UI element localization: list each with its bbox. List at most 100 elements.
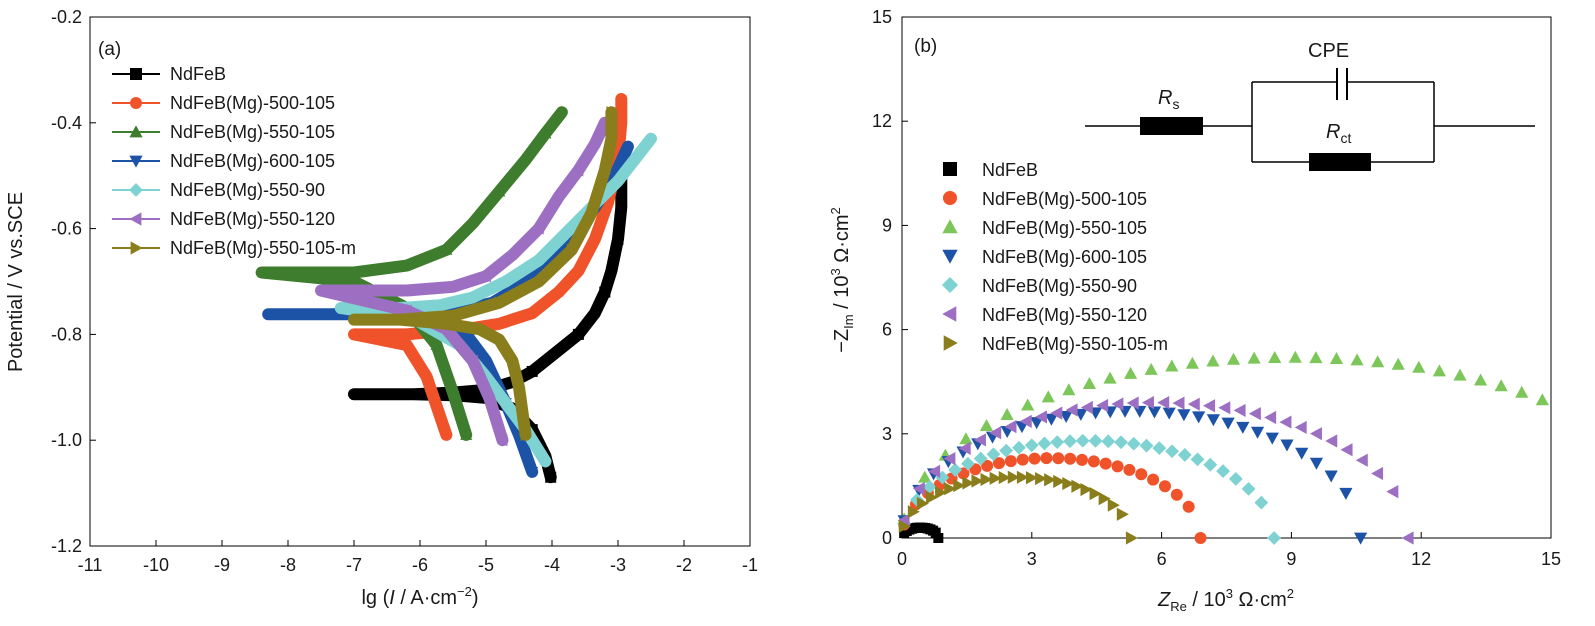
point-ndfeb-mg-550-105-m <box>507 354 519 367</box>
equivalent-circuit: CPE Rs Rct <box>1085 40 1535 171</box>
point-ndfeb-mg-550-105-m <box>962 476 975 490</box>
point-ndfeb-mg-550-90 <box>922 480 937 494</box>
point-ndfeb-mg-550-120 <box>496 434 508 447</box>
legend-b: NdFeB NdFeB(Mg)-500-105 NdFeB(Mg)-550-105 N… <box>941 160 1168 354</box>
point-ndfeb-mg-500-105 <box>1182 500 1195 513</box>
point-ndfeb-mg-550-105 <box>347 275 361 287</box>
y-tick-label-a: -0.2 <box>51 7 82 27</box>
point-ndfeb-mg-550-105 <box>1329 352 1344 365</box>
point-ndfeb-mg-550-90 <box>973 451 988 466</box>
legend-marker-a <box>129 125 143 138</box>
point-ndfeb-mg-550-105 <box>959 432 973 445</box>
point-ndfeb-mg-550-90 <box>1063 434 1077 449</box>
legend-label-a: NdFeB(Mg)-600-105 <box>170 151 335 171</box>
point-ndfeb-mg-550-105-m <box>1062 476 1075 491</box>
point-ndfeb-mg-550-90 <box>986 447 1001 462</box>
point-ndfeb-mg-550-105 <box>1412 360 1426 373</box>
point-ndfeb-mg-550-105-m <box>971 474 984 488</box>
point-ndfeb-mg-550-105 <box>1268 350 1282 363</box>
point-ndfeb-mg-550-105 <box>1103 371 1117 384</box>
point-ndfeb-mg-550-105 <box>460 428 473 440</box>
rs-resistor <box>1140 117 1203 135</box>
point-ndfeb-mg-550-90 <box>1024 438 1039 453</box>
point-ndfeb-mg-550-120 <box>973 433 986 447</box>
point-ndfeb-mg-600-105 <box>1147 406 1162 419</box>
point-ndfeb-mg-550-120 <box>1019 414 1032 428</box>
axes-a: -11 -10 -9 -8 -7 -6 -5 -4 -3 -2 -1 -0.2 -0.4 -0.6 -0.8… <box>51 7 758 575</box>
point-ndfeb-mg-550-105 <box>1185 356 1199 369</box>
series-ndfeb-mg-550-105-m <box>348 106 618 441</box>
point-ndfeb-mg-550-90 <box>1114 435 1128 450</box>
x-tick-label-a: -5 <box>478 555 494 575</box>
point-ndfeb-mg-550-120 <box>943 452 956 466</box>
point-ndfeb-mg-550-105-m <box>520 428 532 441</box>
point-ndfeb-mg-550-105-m <box>898 519 911 533</box>
point-ndfeb-mg-550-105-m <box>935 485 948 500</box>
point-ndfeb-mg-500-105 <box>401 328 413 340</box>
x-tick-label-a: -10 <box>143 555 169 575</box>
point-ndfeb-mg-550-120 <box>1264 410 1277 425</box>
point-ndfeb-mg-550-105 <box>493 185 506 197</box>
point-ndfeb-mg-550-105 <box>1350 353 1364 366</box>
nyquist-chart: (b) 0 3 6 9 12 15 0 3 6 9 12 15 NdFeB NdFeB(Mg)-500-… <box>828 7 1561 614</box>
point-ndfeb <box>933 533 944 543</box>
point-ndfeb-mg-550-120 <box>928 464 941 478</box>
point-ndfeb-mg-550-90 <box>539 455 552 468</box>
point-ndfeb-mg-550-105-m <box>474 323 486 336</box>
x-tick-label-b: 6 <box>1157 549 1167 569</box>
legend-label-b: NdFeB(Mg)-550-90 <box>982 276 1137 296</box>
point-ndfeb-mg-550-105 <box>1391 357 1405 370</box>
point-ndfeb-mg-550-105-m <box>1098 492 1111 506</box>
point-ndfeb <box>930 527 941 538</box>
point-ndfeb-mg-500-105 <box>1111 460 1124 473</box>
legend-label-a: NdFeB(Mg)-550-120 <box>170 209 335 229</box>
point-ndfeb-mg-550-120 <box>989 426 1002 440</box>
point-ndfeb-mg-600-105 <box>1265 432 1279 445</box>
point-ndfeb-mg-550-105-m <box>1025 471 1038 485</box>
series-a <box>255 93 658 484</box>
point-ndfeb-mg-500-105 <box>1004 455 1017 468</box>
x-tick-label-b: 9 <box>1286 549 1296 569</box>
point-ndfeb-mg-550-120 <box>912 481 925 496</box>
point-ndfeb-mg-550-105-m <box>953 478 966 493</box>
point-ndfeb-mg-550-120 <box>1279 415 1292 429</box>
point-ndfeb-mg-550-120 <box>1309 427 1322 441</box>
point-ndfeb-mg-500-105 <box>1194 532 1207 544</box>
legend-marker-b <box>943 191 957 205</box>
point-ndfeb-mg-550-120 <box>1294 420 1307 435</box>
point-ndfeb-mg-550-90 <box>433 298 447 312</box>
legend-label-b: NdFeB <box>982 160 1038 180</box>
legend-marker-b <box>943 335 958 351</box>
point-ndfeb-mg-550-105 <box>918 470 932 483</box>
point-ndfeb-mg-550-120 <box>1401 531 1414 545</box>
legend-marker-a <box>130 241 143 255</box>
point-ndfeb-mg-550-90 <box>1139 438 1154 453</box>
point-ndfeb <box>599 286 611 298</box>
rct-label: Rct <box>1326 121 1351 146</box>
point-ndfeb-mg-600-105 <box>1250 426 1265 439</box>
point-ndfeb-mg-500-105 <box>572 265 584 277</box>
point-ndfeb-mg-550-90 <box>999 443 1014 458</box>
x-tick-label-a: -11 <box>78 555 103 575</box>
polarization-chart: (a) -11 -10 -9 -8 -7 -6 -5 -4 -3 -2 -1 -0.2 -0.4 -0.6… <box>5 7 758 609</box>
legend-label-b: NdFeB(Mg)-600-105 <box>982 247 1147 267</box>
legend-label-a: NdFeB(Mg)-500-105 <box>170 93 335 113</box>
point-ndfeb-mg-550-120 <box>1004 420 1017 434</box>
y-tick-label-b: 6 <box>882 320 892 340</box>
point-ndfeb-mg-550-90 <box>499 275 513 288</box>
point-ndfeb-mg-550-120 <box>1141 395 1154 410</box>
point-ndfeb-mg-550-105 <box>1288 350 1302 363</box>
point-ndfeb-mg-500-105 <box>1075 453 1088 466</box>
point-ndfeb-mg-550-90 <box>948 463 963 477</box>
point-ndfeb-mg-550-105 <box>1535 393 1549 406</box>
plot-area-b <box>901 16 1552 539</box>
point-ndfeb-mg-550-120 <box>1187 397 1200 411</box>
series-ndfeb-mg-550-105-m <box>898 470 1138 545</box>
x-tick-label-a: -4 <box>544 555 560 575</box>
point-ndfeb-mg-550-105-m <box>1053 474 1066 489</box>
point-ndfeb-mg-550-90 <box>1075 433 1090 448</box>
legend-marker-b <box>943 162 957 176</box>
point-ndfeb-mg-550-105 <box>1062 383 1076 396</box>
point-ndfeb-mg-550-105-m <box>566 243 578 256</box>
point-ndfeb <box>572 328 584 340</box>
